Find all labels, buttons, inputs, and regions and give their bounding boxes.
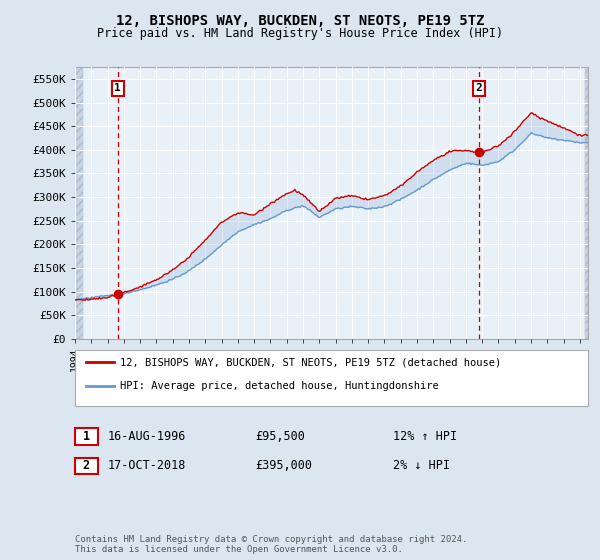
Text: 17-OCT-2018: 17-OCT-2018	[108, 459, 187, 473]
Text: 1: 1	[83, 430, 90, 444]
Text: 12, BISHOPS WAY, BUCKDEN, ST NEOTS, PE19 5TZ: 12, BISHOPS WAY, BUCKDEN, ST NEOTS, PE19…	[116, 14, 484, 28]
Text: 12% ↑ HPI: 12% ↑ HPI	[393, 430, 457, 444]
Text: £95,500: £95,500	[255, 430, 305, 444]
Text: 16-AUG-1996: 16-AUG-1996	[108, 430, 187, 444]
Text: Contains HM Land Registry data © Crown copyright and database right 2024.
This d: Contains HM Land Registry data © Crown c…	[75, 535, 467, 554]
Text: 2: 2	[83, 459, 90, 473]
Text: HPI: Average price, detached house, Huntingdonshire: HPI: Average price, detached house, Hunt…	[120, 381, 439, 391]
Text: 2% ↓ HPI: 2% ↓ HPI	[393, 459, 450, 473]
Text: £395,000: £395,000	[255, 459, 312, 473]
Text: 2: 2	[475, 83, 482, 94]
Text: Price paid vs. HM Land Registry's House Price Index (HPI): Price paid vs. HM Land Registry's House …	[97, 27, 503, 40]
Text: 12, BISHOPS WAY, BUCKDEN, ST NEOTS, PE19 5TZ (detached house): 12, BISHOPS WAY, BUCKDEN, ST NEOTS, PE19…	[120, 357, 501, 367]
Text: 1: 1	[114, 83, 121, 94]
